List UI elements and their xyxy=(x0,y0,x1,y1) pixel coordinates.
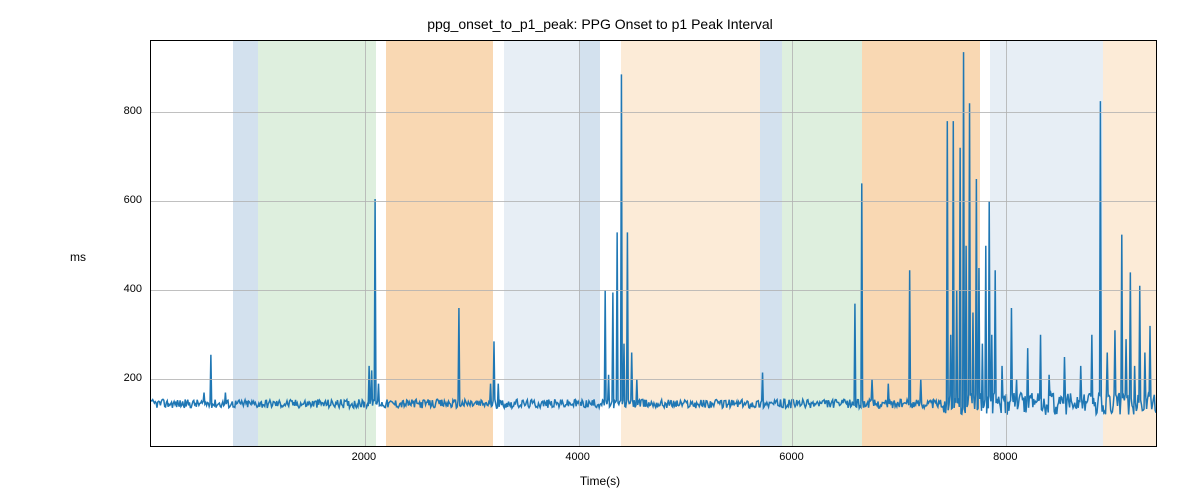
gridline-vertical xyxy=(792,41,793,446)
gridline-horizontal xyxy=(151,201,1156,202)
x-tick-label: 4000 xyxy=(565,445,589,463)
y-tick-container: 200 400 600 800 xyxy=(0,40,150,445)
chart-title: ppg_onset_to_p1_peak: PPG Onset to p1 Pe… xyxy=(0,16,1200,32)
gridline-horizontal xyxy=(151,112,1156,113)
gridline-horizontal xyxy=(151,290,1156,291)
y-tick-label: 600 xyxy=(0,194,150,206)
signal-path xyxy=(151,52,1156,415)
gridline-vertical xyxy=(579,41,580,446)
signal-line xyxy=(151,41,1156,446)
x-tick-label: 2000 xyxy=(352,445,376,463)
plot-area xyxy=(150,40,1157,447)
chart-figure: ppg_onset_to_p1_peak: PPG Onset to p1 Pe… xyxy=(0,0,1200,500)
x-tick-label: 6000 xyxy=(779,445,803,463)
gridline-horizontal xyxy=(151,379,1156,380)
gridline-vertical xyxy=(1006,41,1007,446)
y-tick-label: 400 xyxy=(0,283,150,295)
y-tick-label: 200 xyxy=(0,372,150,384)
y-tick-label: 800 xyxy=(0,105,150,117)
x-tick-label: 8000 xyxy=(993,445,1017,463)
gridline-vertical xyxy=(365,41,366,446)
x-tick-container: 2000 4000 6000 8000 xyxy=(150,445,1155,475)
x-axis-label: Time(s) xyxy=(0,474,1200,488)
